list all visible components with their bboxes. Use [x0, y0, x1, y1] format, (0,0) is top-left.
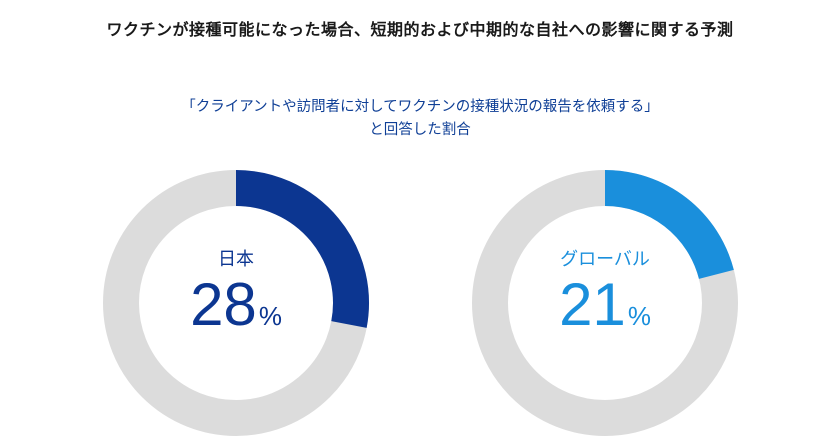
- donut-japan-value: 28%: [190, 271, 282, 338]
- donut-japan-value-number: 28: [190, 271, 257, 338]
- donut-global-slice: [604, 170, 734, 280]
- page-title: ワクチンが接種可能になった場合、短期的および中期的な自社への影響に関する予測: [106, 20, 734, 39]
- donut-global-value: 21%: [559, 271, 651, 338]
- donut-japan-value-unit: %: [259, 301, 282, 331]
- donut-global-value-number: 21: [559, 271, 626, 338]
- donut-global-label: グローバル: [560, 249, 650, 270]
- donut-global-value-unit: %: [628, 301, 651, 331]
- chart-subtitle-line-1: 「クライアントや訪問者に対してワクチンの接種状況の報告を依頼する」: [181, 99, 659, 115]
- chart-subtitle-line-2: と回答した割合: [369, 122, 471, 138]
- donut-japan-slice: [235, 170, 369, 328]
- donut-japan-label: 日本: [218, 249, 254, 270]
